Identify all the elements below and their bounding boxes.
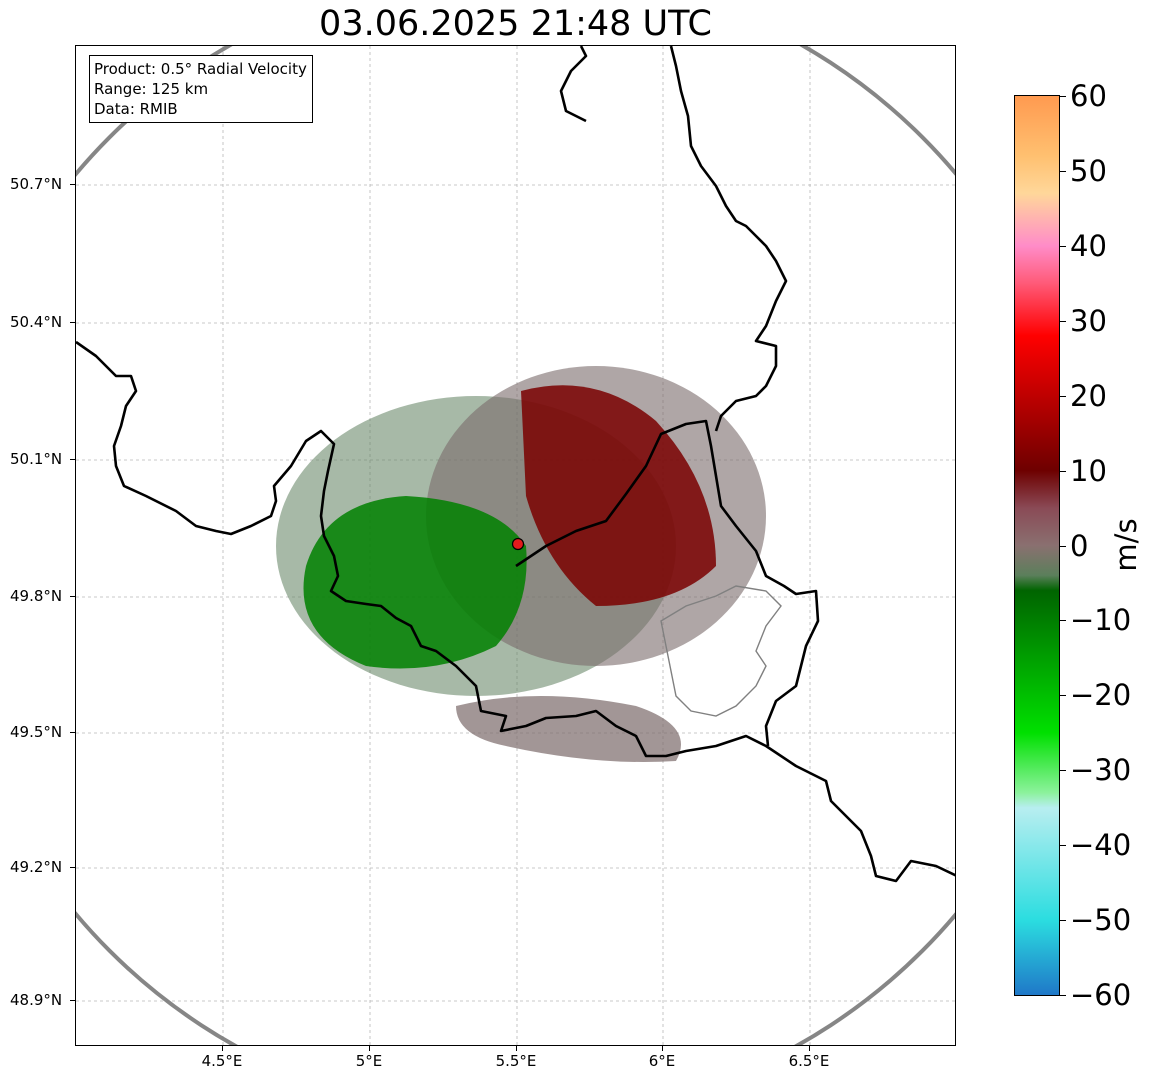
- colorbar-tick-label: 30: [1070, 303, 1107, 338]
- lon-label: 6.5°E: [788, 1052, 830, 1070]
- colorbar-tick-label: −30: [1070, 753, 1132, 788]
- colorbar-tick-label: 40: [1070, 228, 1107, 263]
- lon-tick: [222, 1046, 223, 1051]
- lon-label: 5.5°E: [495, 1052, 537, 1070]
- colorbar-tick-label: 10: [1070, 453, 1107, 488]
- colorbar-tick: [1060, 96, 1066, 97]
- colorbar-tick: [1060, 920, 1066, 922]
- colorbar-tick-label: 20: [1070, 378, 1107, 413]
- country-borders: [76, 46, 955, 883]
- colorbar-tick: [1060, 995, 1066, 996]
- colorbar-tick: [1060, 470, 1066, 472]
- echo-south-band: [456, 696, 681, 762]
- info-source: Data: RMIB: [94, 100, 178, 118]
- radar-map-canvas: [76, 46, 955, 1045]
- echo-inbound-core: [303, 496, 527, 669]
- colorbar-tick: [1060, 695, 1066, 697]
- echo-outbound-core: [521, 385, 716, 606]
- lon-tick: [516, 1046, 517, 1051]
- radar-site-marker: [511, 537, 525, 551]
- colorbar-tick-label: 60: [1070, 79, 1107, 113]
- lon-tick: [809, 1046, 810, 1051]
- lat-tick: [70, 732, 75, 733]
- lat-label: 49.2°N: [10, 858, 63, 876]
- lat-label: 50.7°N: [10, 175, 63, 193]
- lat-label: 50.1°N: [10, 450, 63, 468]
- colorbar-tick: [1060, 170, 1066, 172]
- colorbar-tick-label: −40: [1070, 828, 1132, 863]
- product-info-box: Product: 0.5° Radial Velocity Range: 125…: [89, 55, 313, 123]
- lat-tick: [70, 322, 75, 323]
- info-range: Range: 125 km: [94, 80, 209, 98]
- lon-label: 6°E: [648, 1052, 676, 1070]
- colorbar-tick-label: −10: [1070, 603, 1132, 638]
- lon-tick: [369, 1046, 370, 1051]
- map-title: 03.06.2025 21:48 UTC: [319, 4, 712, 44]
- colorbar: [1014, 95, 1060, 996]
- lat-tick: [70, 1000, 75, 1001]
- colorbar-gradient: [1015, 96, 1059, 995]
- colorbar-tick-label: 0: [1070, 528, 1089, 563]
- lat-label: 49.5°N: [10, 723, 63, 741]
- region-borders: [660, 585, 782, 717]
- lat-tick: [70, 459, 75, 460]
- colorbar-tick: [1060, 245, 1066, 247]
- lat-label: 50.4°N: [10, 313, 63, 331]
- lat-label: 48.9°N: [10, 991, 63, 1009]
- colorbar-tick: [1060, 620, 1066, 622]
- lat-tick: [70, 184, 75, 185]
- lon-label: 5°E: [355, 1052, 383, 1070]
- lat-tick: [70, 867, 75, 868]
- lon-tick: [662, 1046, 663, 1051]
- radar-echoes: [276, 366, 766, 762]
- lat-label: 49.8°N: [10, 587, 63, 605]
- colorbar-tick: [1060, 545, 1066, 547]
- lat-tick: [70, 596, 75, 597]
- colorbar-unit-label: m/s: [1109, 518, 1143, 572]
- colorbar-tick-label: −20: [1070, 678, 1132, 713]
- lon-label: 4.5°E: [201, 1052, 243, 1070]
- colorbar-tick: [1060, 395, 1066, 397]
- colorbar-tick: [1060, 770, 1066, 772]
- colorbar-tick-label: −50: [1070, 903, 1132, 938]
- colorbar-tick: [1060, 845, 1066, 847]
- colorbar-tick: [1060, 320, 1066, 322]
- colorbar-tick-label: 50: [1070, 153, 1107, 188]
- info-product: Product: 0.5° Radial Velocity: [94, 60, 307, 78]
- colorbar-tick-label: −60: [1070, 978, 1132, 1012]
- radar-map[interactable]: [75, 45, 956, 1046]
